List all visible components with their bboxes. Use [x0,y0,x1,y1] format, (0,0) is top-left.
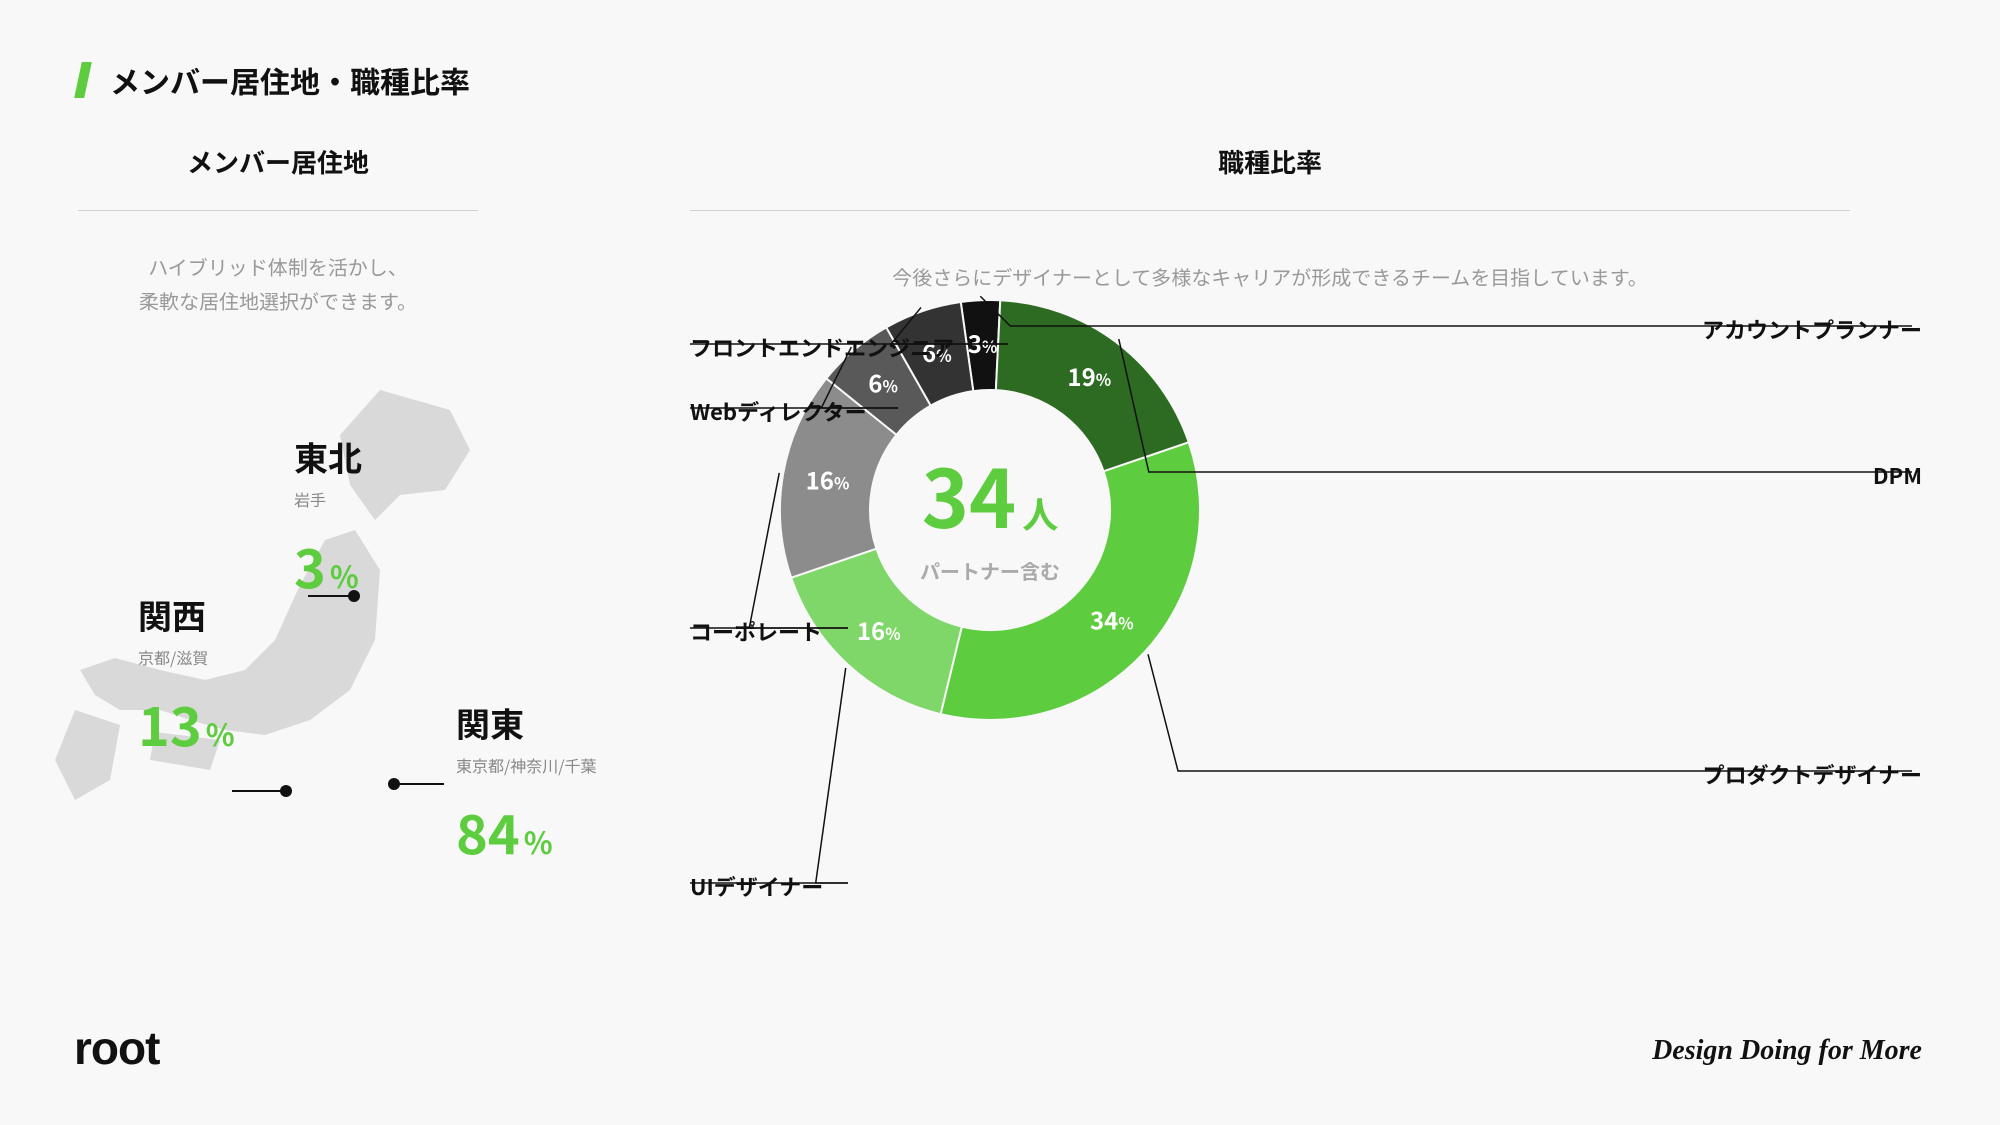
footer-logo: root [74,1021,159,1075]
region-kanto: 関東 東京都/神奈川/千葉 84% [456,698,597,870]
kanto-sub: 東京都/神奈川/千葉 [456,753,597,777]
kansai-sub: 京都/滋賀 [138,645,235,669]
label-web-director: Webディレクター [690,395,867,427]
label-dpm: DPM [1873,459,1922,491]
kansai-name: 関西 [138,590,235,639]
donut-center-sub: パートナー含む [920,556,1060,585]
page-title: メンバー居住地・職種比率 [110,58,470,102]
label-frontend: フロントエンドエンジニア [690,331,954,363]
donut-center: 34人 パートナー含む [780,300,1200,720]
kanto-name: 関東 [456,698,597,747]
kanto-pct: 84% [456,791,597,870]
label-corporate: コーポレート [690,615,822,647]
label-product-designer: プロダクトデザイナー [1702,758,1922,790]
footer-tagline: Design Doing for More [1652,1035,1922,1067]
label-account-planner: アカウントプランナー [1702,313,1922,345]
region-kansai: 関西 京都/滋賀 13% [138,590,235,762]
donut-chart: 3%19%34%16%16%6%6% 34人 パートナー含む [780,300,1200,720]
kanto-leader [398,783,444,785]
right-divider [690,210,1850,211]
left-subtitle-line1: ハイブリッド体制を活かし、 [148,252,408,281]
header: メンバー居住地・職種比率 [78,58,470,102]
tohoku-name: 東北 [294,432,362,481]
accent-bar-icon [74,62,92,98]
kansai-pct: 13% [138,683,235,762]
left-subtitle: ハイブリッド体制を活かし、 柔軟な居住地選択ができます。 [78,250,478,318]
left-section-title: メンバー居住地 [78,143,478,180]
left-divider [78,210,478,211]
tohoku-sub: 岩手 [294,487,362,511]
label-ui-designer: UIデザイナー [690,870,823,902]
right-subtitle: 今後さらにデザイナーとして多様なキャリアが形成できるチームを目指しています。 [690,260,1850,294]
region-tohoku: 東北 岩手 3% [294,432,362,604]
tohoku-pct: 3% [294,525,362,604]
left-subtitle-line2: 柔軟な居住地選択ができます。 [139,286,417,315]
right-section-title: 職種比率 [690,143,1850,180]
donut-center-value: 34人 [922,436,1058,552]
japan-map [50,380,480,820]
kansai-leader [232,790,282,792]
